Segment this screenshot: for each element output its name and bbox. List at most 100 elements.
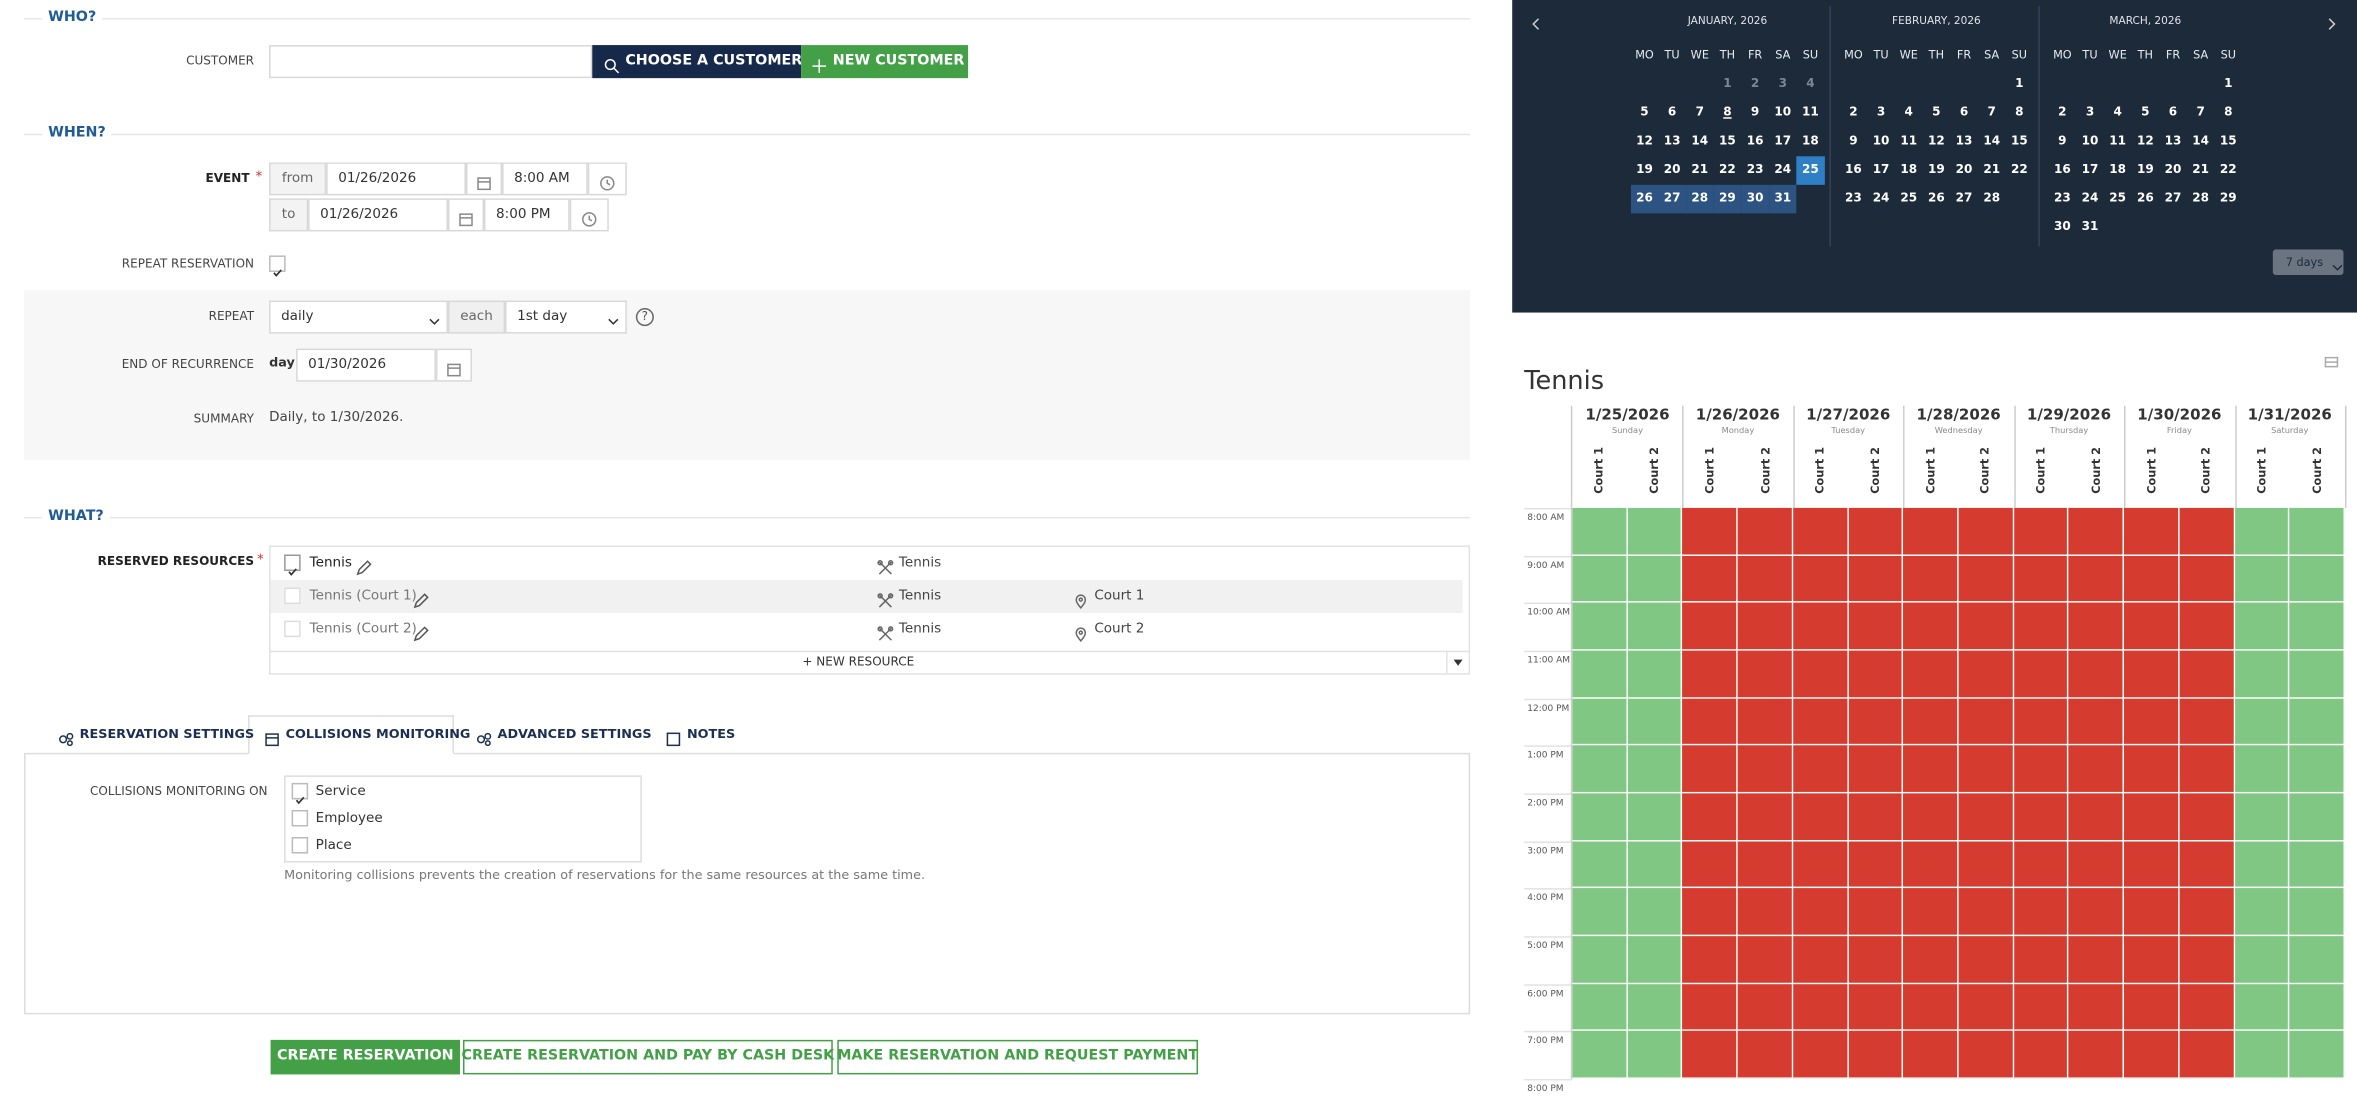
schedule-cell[interactable]	[1793, 841, 1849, 889]
time-input[interactable]	[484, 198, 570, 232]
schedule-cell[interactable]	[1627, 936, 1683, 984]
schedule-cell[interactable]	[1848, 745, 1904, 794]
schedule-cell[interactable]	[1903, 1031, 1959, 1079]
schedule-cell[interactable]	[1903, 698, 1959, 746]
schedule-cell[interactable]	[1958, 888, 2014, 937]
schedule-cell[interactable]	[2124, 650, 2180, 699]
schedule-cell[interactable]	[1737, 888, 1794, 937]
schedule-cell[interactable]	[2124, 1031, 2180, 1079]
schedule-cell[interactable]	[2013, 555, 2070, 604]
schedule-cell[interactable]	[2069, 888, 2125, 937]
action-button[interactable]	[837, 1039, 1199, 1075]
schedule-cell[interactable]	[1848, 650, 1904, 699]
customer-input[interactable]	[269, 45, 593, 79]
schedule-cell[interactable]	[2179, 698, 2235, 746]
schedule-cell[interactable]	[1848, 698, 1904, 746]
schedule-cell[interactable]	[1903, 603, 1959, 651]
schedule-cell[interactable]	[1572, 650, 1628, 699]
schedule-cell[interactable]	[2289, 888, 2345, 937]
schedule-cell[interactable]	[1903, 745, 1959, 794]
schedule-cell[interactable]	[1903, 793, 1959, 842]
schedule-cell[interactable]	[1627, 888, 1683, 937]
schedule-cell[interactable]	[1737, 1031, 1794, 1079]
schedule-cell[interactable]	[1793, 983, 1849, 1032]
schedule-cell[interactable]	[1572, 983, 1628, 1032]
next-month[interactable]	[2322, 11, 2340, 30]
schedule-cell[interactable]	[1903, 507, 1959, 556]
schedule-cell[interactable]	[1572, 698, 1628, 746]
schedule-cell[interactable]	[1627, 698, 1683, 746]
schedule-cell[interactable]	[2124, 745, 2180, 794]
schedule-cell[interactable]	[1903, 936, 1959, 984]
schedule-cell[interactable]	[2069, 650, 2125, 699]
schedule-cell[interactable]	[2179, 936, 2235, 984]
schedule-cell[interactable]	[1682, 650, 1738, 699]
option-checkbox[interactable]	[291, 782, 309, 805]
date-input[interactable]	[296, 348, 436, 382]
schedule-cell[interactable]	[1793, 650, 1849, 699]
schedule-cell[interactable]	[1737, 983, 1794, 1032]
resource-checkbox[interactable]	[284, 620, 301, 638]
schedule-cell[interactable]	[1793, 603, 1849, 651]
schedule-cell[interactable]	[2069, 698, 2125, 746]
schedule-cell[interactable]	[1737, 650, 1794, 699]
schedule-cell[interactable]	[2069, 745, 2125, 794]
schedule-cell[interactable]	[1958, 507, 2014, 556]
schedule-cell[interactable]	[2179, 507, 2235, 556]
schedule-cell[interactable]	[2234, 507, 2290, 556]
schedule-cell[interactable]	[2234, 1031, 2290, 1079]
schedule-cell[interactable]	[2289, 650, 2345, 699]
schedule-cell[interactable]	[1572, 936, 1628, 984]
schedule-cell[interactable]	[2013, 793, 2070, 842]
schedule-cell[interactable]	[1958, 793, 2014, 842]
new-customer-button[interactable]	[801, 45, 969, 79]
schedule-cell[interactable]	[1793, 793, 1849, 842]
schedule-cell[interactable]	[1848, 888, 1904, 937]
schedule-cell[interactable]	[2013, 745, 2070, 794]
schedule-cell[interactable]	[1903, 555, 1959, 604]
schedule-cell[interactable]	[2289, 555, 2345, 604]
schedule-cell[interactable]	[1572, 1031, 1628, 1079]
schedule-cell[interactable]	[1627, 555, 1683, 604]
action-button[interactable]	[270, 1039, 460, 1075]
schedule-cell[interactable]	[2069, 841, 2125, 889]
schedule-cell[interactable]	[1793, 507, 1849, 556]
schedule-cell[interactable]	[1793, 936, 1849, 984]
schedule-cell[interactable]	[1627, 650, 1683, 699]
schedule-cell[interactable]	[2069, 603, 2125, 651]
schedule-cell[interactable]	[1682, 603, 1738, 651]
date-input[interactable]	[326, 162, 466, 196]
schedule-cell[interactable]	[1627, 603, 1683, 651]
action-button[interactable]	[462, 1039, 833, 1075]
schedule-cell[interactable]	[2124, 888, 2180, 937]
schedule-cell[interactable]	[1682, 888, 1738, 937]
schedule-cell[interactable]	[1737, 698, 1794, 746]
choose-customer-button[interactable]	[592, 45, 802, 79]
schedule-cell[interactable]	[1793, 698, 1849, 746]
schedule-cell[interactable]	[1958, 983, 2014, 1032]
schedule-cell[interactable]	[2013, 1031, 2070, 1079]
schedule-cell[interactable]	[1958, 650, 2014, 699]
option-checkbox[interactable]	[291, 837, 309, 854]
schedule-cell[interactable]	[2179, 841, 2235, 889]
schedule-cell[interactable]	[2234, 888, 2290, 937]
schedule-cell[interactable]	[2234, 603, 2290, 651]
schedule-cell[interactable]	[2069, 1031, 2125, 1079]
schedule-cell[interactable]	[1737, 745, 1794, 794]
tab[interactable]	[248, 715, 454, 755]
schedule-cell[interactable]	[1627, 841, 1683, 889]
schedule-cell[interactable]	[2013, 603, 2070, 651]
schedule-cell[interactable]	[2289, 983, 2345, 1032]
schedule-cell[interactable]	[2069, 507, 2125, 556]
schedule-cell[interactable]	[1682, 793, 1738, 842]
schedule-cell[interactable]	[1682, 507, 1738, 556]
schedule-cell[interactable]	[2179, 650, 2235, 699]
schedule-cell[interactable]	[1627, 983, 1683, 1032]
schedule-cell[interactable]	[1572, 555, 1628, 604]
schedule-cell[interactable]	[1903, 650, 1959, 699]
schedule-cell[interactable]	[1903, 841, 1959, 889]
schedule-cell[interactable]	[1627, 745, 1683, 794]
schedule-cell[interactable]	[2013, 650, 2070, 699]
schedule-cell[interactable]	[2124, 793, 2180, 842]
schedule-cell[interactable]	[1958, 841, 2014, 889]
